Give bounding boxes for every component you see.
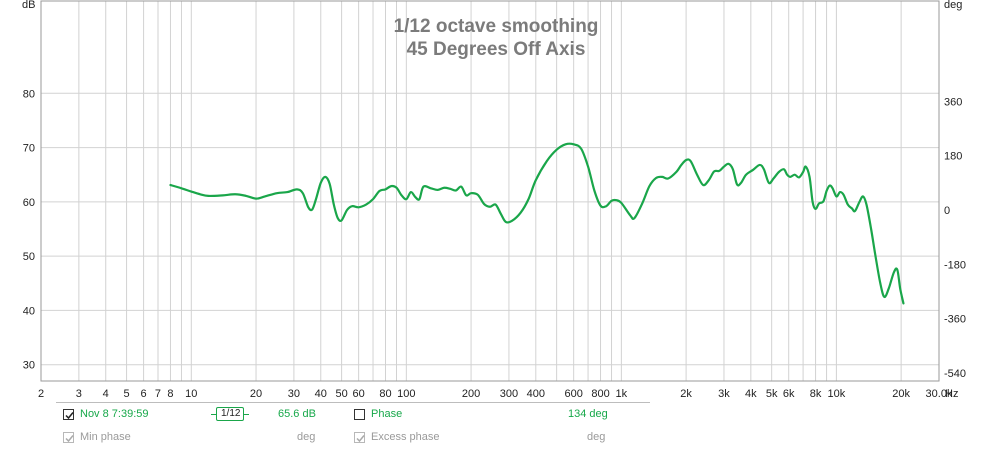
series-layer <box>169 142 905 305</box>
x-tick-label: 3k <box>718 388 730 400</box>
phase-label[interactable]: Phase <box>371 408 403 420</box>
x-tick-label: 800 <box>591 388 609 400</box>
horizontal-grid <box>41 92 939 366</box>
x-tick-label: 4 <box>103 388 109 400</box>
x-tick-label: 200 <box>462 388 480 400</box>
check-icon <box>356 435 365 443</box>
trace-name-label[interactable]: Nov 8 7:39:59 <box>80 408 149 420</box>
x-tick-label: 8k <box>810 388 822 400</box>
x-tick-label: 100 <box>397 388 415 400</box>
x-tick-label: 5k <box>766 388 778 400</box>
x-axis-ticks: 2 3 4 5 6 7 8 10 20 30 40 50 60 80 100 200 300 400 600 800 1… <box>38 388 953 400</box>
min-phase-label[interactable]: Min phase <box>80 431 131 443</box>
chart-subtitle: 45 Degrees Off Axis <box>407 39 586 60</box>
y-tick-label-left: 80 <box>23 88 35 100</box>
x-tick-label: 6 <box>141 388 147 400</box>
smoothing-button[interactable]: 1/12 <box>211 407 249 421</box>
x-tick-label: 60 <box>353 388 365 400</box>
x-tick-label: 6k <box>783 388 795 400</box>
x-tick-label: 10k <box>828 388 846 400</box>
excess-phase-unit: deg <box>587 431 606 443</box>
phase-checkbox[interactable] <box>354 409 365 420</box>
y-tick-label-right: 0 <box>944 205 950 217</box>
plot-frame <box>40 0 940 382</box>
excess-phase-checkbox[interactable] <box>354 432 365 443</box>
y-tick-label-left: 30 <box>23 360 35 372</box>
min-phase-unit: deg <box>297 431 316 443</box>
series-line-response <box>169 142 905 305</box>
smoothing-label: 1/12 <box>221 408 241 419</box>
y-axis-left-unit: dB <box>22 0 35 11</box>
check-icon <box>65 435 74 443</box>
phase-value: 134 deg <box>568 408 608 420</box>
x-tick-label: 400 <box>527 388 545 400</box>
x-tick-label: 10 <box>185 388 197 400</box>
y-tick-label-left: 70 <box>23 143 35 155</box>
x-tick-label: 30 <box>288 388 300 400</box>
excess-phase-label[interactable]: Excess phase <box>371 431 440 443</box>
y-axis-right-ticks: -540 -360 -180 0 180 360 <box>944 96 966 379</box>
cursor-value-db: 65.6 dB <box>278 408 316 420</box>
y-axis-left-ticks: 30 40 50 60 70 80 <box>23 88 35 371</box>
x-tick-label: 40 <box>315 388 327 400</box>
y-tick-label-right: -180 <box>944 259 966 271</box>
x-tick-label: 2k <box>680 388 692 400</box>
x-tick-label: 3 <box>76 388 82 400</box>
y-tick-label-right: -540 <box>944 368 966 380</box>
x-tick-label: 5 <box>124 388 130 400</box>
vertical-grid <box>78 1 902 381</box>
y-tick-label-left: 40 <box>23 305 35 317</box>
legend-panel: Nov 8 7:39:59 1/12 65.6 dB Phase 134 deg… <box>56 402 650 451</box>
x-tick-label: 600 <box>564 388 582 400</box>
min-phase-checkbox[interactable] <box>63 432 74 443</box>
x-tick-label: 300 <box>500 388 518 400</box>
y-tick-label-right: 360 <box>944 96 962 108</box>
trace-visible-checkbox[interactable] <box>63 409 74 420</box>
x-tick-label: 20k <box>892 388 910 400</box>
y-tick-label-right: 180 <box>944 151 962 163</box>
y-tick-label-left: 50 <box>23 251 35 263</box>
y-axis-right-unit: deg <box>944 0 962 11</box>
x-tick-label: 2 <box>38 388 44 400</box>
frequency-response-chart: 2 3 4 5 6 7 8 10 20 30 40 50 60 80 100 200 300 400 600 800 1… <box>22 0 966 400</box>
x-tick-label: 50 <box>335 388 347 400</box>
y-tick-label-left: 60 <box>23 197 35 209</box>
x-tick-label: 8 <box>167 388 173 400</box>
y-tick-label-right: -360 <box>944 314 966 326</box>
x-tick-label: 30.0k <box>926 388 953 400</box>
chart-title: 1/12 octave smoothing <box>394 16 599 37</box>
x-tick-label: 20 <box>250 388 262 400</box>
x-tick-label: 1k <box>616 388 628 400</box>
x-tick-label: 4k <box>745 388 757 400</box>
x-tick-label: 7 <box>155 388 161 400</box>
check-icon <box>65 412 74 420</box>
x-axis-unit: Hz <box>945 388 958 400</box>
x-tick-label: 80 <box>379 388 391 400</box>
